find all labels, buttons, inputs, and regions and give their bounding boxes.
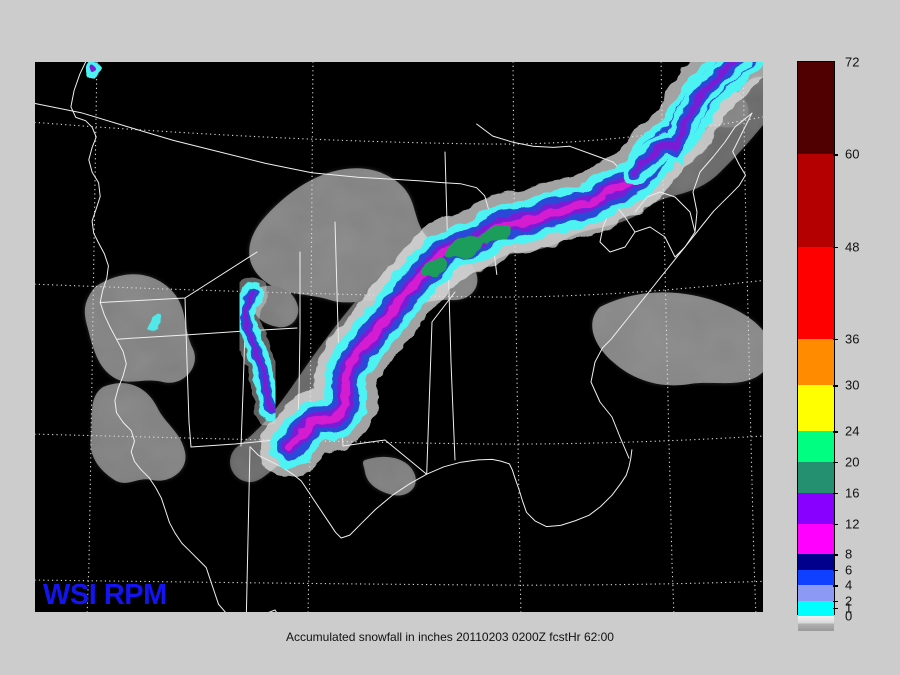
svg-text:WSI RPM: WSI RPM: [43, 579, 167, 611]
